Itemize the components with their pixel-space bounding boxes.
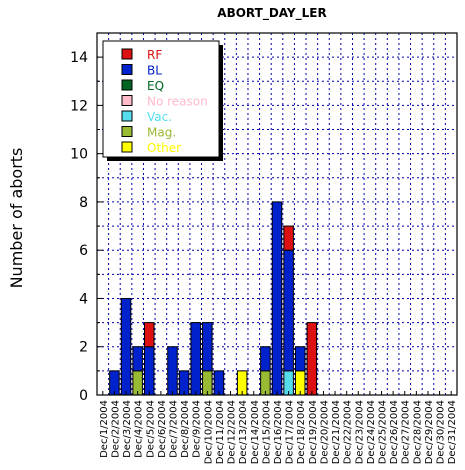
x-tick-label: Dec/8/2004 [180,400,191,458]
x-tick-label: Dec/19/2004 [308,400,319,464]
bar-bl [271,201,283,396]
legend-swatch [121,141,133,153]
x-tick-label: Dec/5/2004 [145,400,156,458]
y-tick-label: 4 [79,291,88,307]
y-tick-label: 6 [79,243,88,259]
bar-bl [260,346,271,372]
x-tick-label: Dec/10/2004 [203,400,214,464]
legend-swatch [121,48,133,60]
x-tick-label: Dec/11/2004 [215,400,226,464]
y-tick-label: 2 [79,340,88,356]
bar-bl [132,346,143,372]
x-tick-label: Dec/25/2004 [378,400,389,464]
legend-label: EQ [147,79,164,93]
x-tick-label: Dec/30/2004 [436,400,447,464]
x-tick-label: Dec/29/2004 [424,400,435,464]
legend-swatch [121,95,133,106]
x-tick-label: Dec/14/2004 [250,400,261,464]
x-tick-label: Dec/1/2004 [99,400,110,458]
x-tick-label: Dec/7/2004 [168,400,179,458]
x-tick-label: Dec/13/2004 [238,400,249,464]
bar-bl [202,322,213,372]
legend-label: Vac. [147,110,172,124]
x-tick-label: Dec/24/2004 [366,400,377,464]
x-tick-label: Dec/12/2004 [227,400,238,464]
legend-swatch [121,79,133,91]
chart-title: ABORT_DAY_LER [217,6,326,21]
x-tick-label: Dec/3/2004 [122,400,133,458]
x-tick-label: Dec/17/2004 [285,400,296,464]
bar-bl [167,346,178,396]
x-tick-label: Dec/28/2004 [412,400,423,464]
x-tick-label: Dec/9/2004 [192,400,203,458]
bar-rf [283,225,294,251]
y-tick-label: 8 [79,195,88,211]
legend-label: BL [147,64,162,78]
bar-bl [143,346,155,396]
bar-bl [120,297,132,396]
plot-area: 0 2 4 6 8 10 12 14 Dec/1/2004 Dec/2/2004 Dec/3/200… [70,32,458,464]
y-tick-label: 14 [70,50,88,66]
x-tick-label: Dec/4/2004 [134,400,145,458]
x-tick-label: Dec/18/2004 [296,400,307,464]
x-tick-label: Dec/27/2004 [401,400,412,464]
y-tick-label: 0 [79,388,88,404]
legend-swatch [121,64,133,75]
bar-bl [294,346,306,372]
x-tick-label: Dec/2/2004 [110,400,121,458]
bar-rf [143,322,155,348]
x-tick-label: Dec/22/2004 [343,400,354,464]
x-tick-label: Dec/16/2004 [273,400,284,464]
x-tick-label: Dec/6/2004 [157,400,168,458]
y-axis-label: Number of aborts [7,148,26,289]
bar-bl [190,322,201,396]
x-tick-label: Dec/21/2004 [331,400,342,464]
x-tick-label: Dec/31/2004 [447,400,458,464]
bar-rf [306,322,318,396]
y-tick-label: 10 [70,147,88,163]
bar-bl [283,249,294,372]
x-tick-label: Dec/20/2004 [319,400,330,464]
legend-swatch [121,110,133,122]
legend-swatch [121,126,133,137]
x-tick-label: Dec/23/2004 [354,400,365,464]
y-tick-label: 12 [70,98,88,114]
legend-label: No reason [147,95,208,109]
x-tick-label: Dec/26/2004 [389,400,400,464]
legend-label: Mag. [147,126,176,140]
legend-label: Other [147,141,181,155]
legend-label: RF [147,48,162,62]
x-tick-label: Dec/15/2004 [261,400,272,464]
